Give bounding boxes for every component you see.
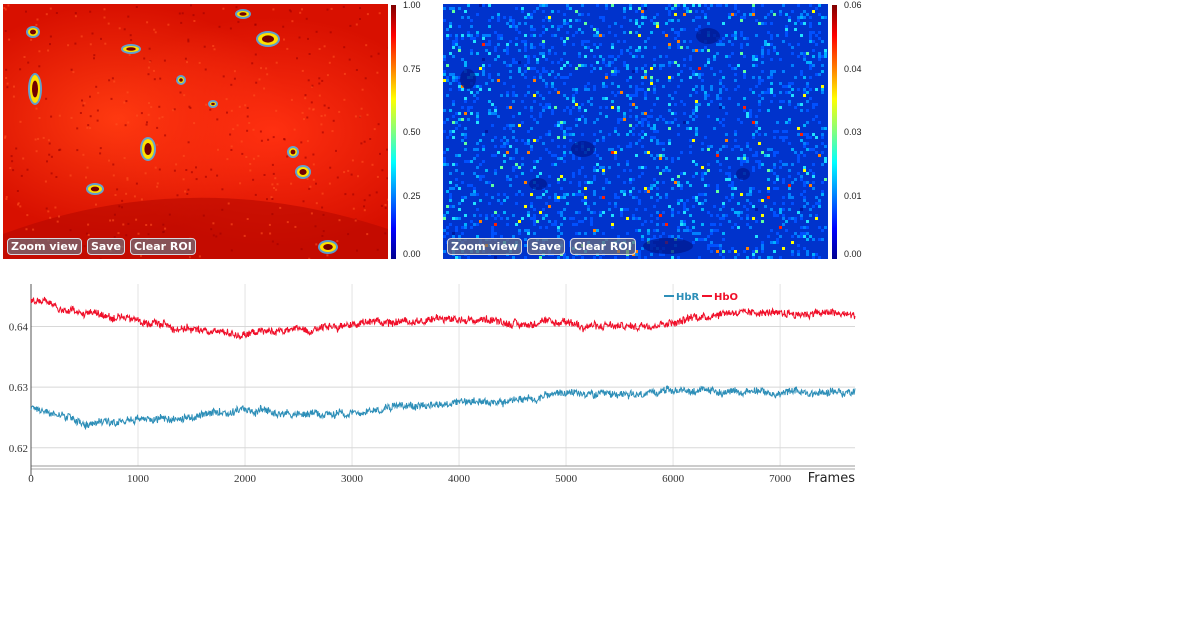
left-zoom-view-button[interactable]: Zoom view: [7, 238, 82, 255]
x-tick-label: 5000: [555, 473, 578, 485]
series-line-hbo: [30, 296, 856, 340]
legend-label: HbO: [714, 292, 738, 303]
left-colorbar: [391, 5, 396, 259]
right-zoom-view-button[interactable]: Zoom view: [447, 238, 522, 255]
x-axis-label: Frames: [808, 471, 856, 486]
legend-label: HbR: [676, 292, 700, 303]
left-map-view[interactable]: Zoom view Save Clear ROI: [3, 4, 388, 259]
x-tick-label: 4000: [448, 473, 471, 485]
left-clear-roi-button[interactable]: Clear ROI: [129, 238, 196, 255]
left-map-toolbar: Zoom view Save Clear ROI: [7, 238, 196, 255]
time-series-chart[interactable]: 0 1000 2000 3000 4000 5000 6000 7000 0.62 0.63 0.6…: [0, 280, 870, 490]
y-tick-label: 0.64: [9, 321, 29, 333]
left-colorbar-ticks: 1.00 0.75 0.50 0.25 0.00: [403, 0, 443, 259]
left-heatmap-image[interactable]: [3, 4, 388, 259]
right-cbar-tick: 0.06: [844, 0, 862, 10]
right-map-view[interactable]: Zoom view Save Clear ROI: [443, 4, 828, 259]
right-cbar-tick: 0.04: [844, 63, 862, 74]
left-cbar-tick: 1.00: [403, 0, 421, 10]
left-cbar-tick: 0.25: [403, 190, 421, 201]
left-cbar-tick: 0.50: [403, 127, 421, 137]
right-heatmap-image[interactable]: [443, 4, 828, 259]
left-cbar-tick: 0.75: [403, 63, 421, 74]
left-cbar-tick: 0.00: [403, 248, 421, 259]
right-save-button[interactable]: Save: [526, 238, 565, 255]
right-cbar-tick: 0.03: [844, 127, 862, 137]
y-tick-label: 0.63: [9, 382, 29, 394]
right-cbar-tick: 0.01: [844, 190, 862, 201]
right-clear-roi-button[interactable]: Clear ROI: [569, 238, 636, 255]
x-tick-label: 1000: [127, 473, 150, 485]
y-tick-label: 0.62: [9, 443, 28, 455]
x-tick-label: 2000: [234, 473, 257, 485]
x-tick-label: 7000: [769, 473, 792, 485]
chart-svg: 0 1000 2000 3000 4000 5000 6000 7000 0.62 0.63 0.6…: [9, 284, 856, 486]
series-line-hbr: [30, 384, 856, 430]
x-tick-label: 0: [28, 473, 34, 485]
right-colorbar-ticks: 0.06 0.04 0.03 0.01 0.00: [844, 0, 884, 259]
x-tick-label: 6000: [662, 473, 685, 485]
right-colorbar: [832, 5, 837, 259]
right-cbar-tick: 0.00: [844, 248, 862, 259]
left-save-button[interactable]: Save: [86, 238, 125, 255]
right-map-toolbar: Zoom view Save Clear ROI: [447, 238, 636, 255]
x-tick-label: 3000: [341, 473, 364, 485]
